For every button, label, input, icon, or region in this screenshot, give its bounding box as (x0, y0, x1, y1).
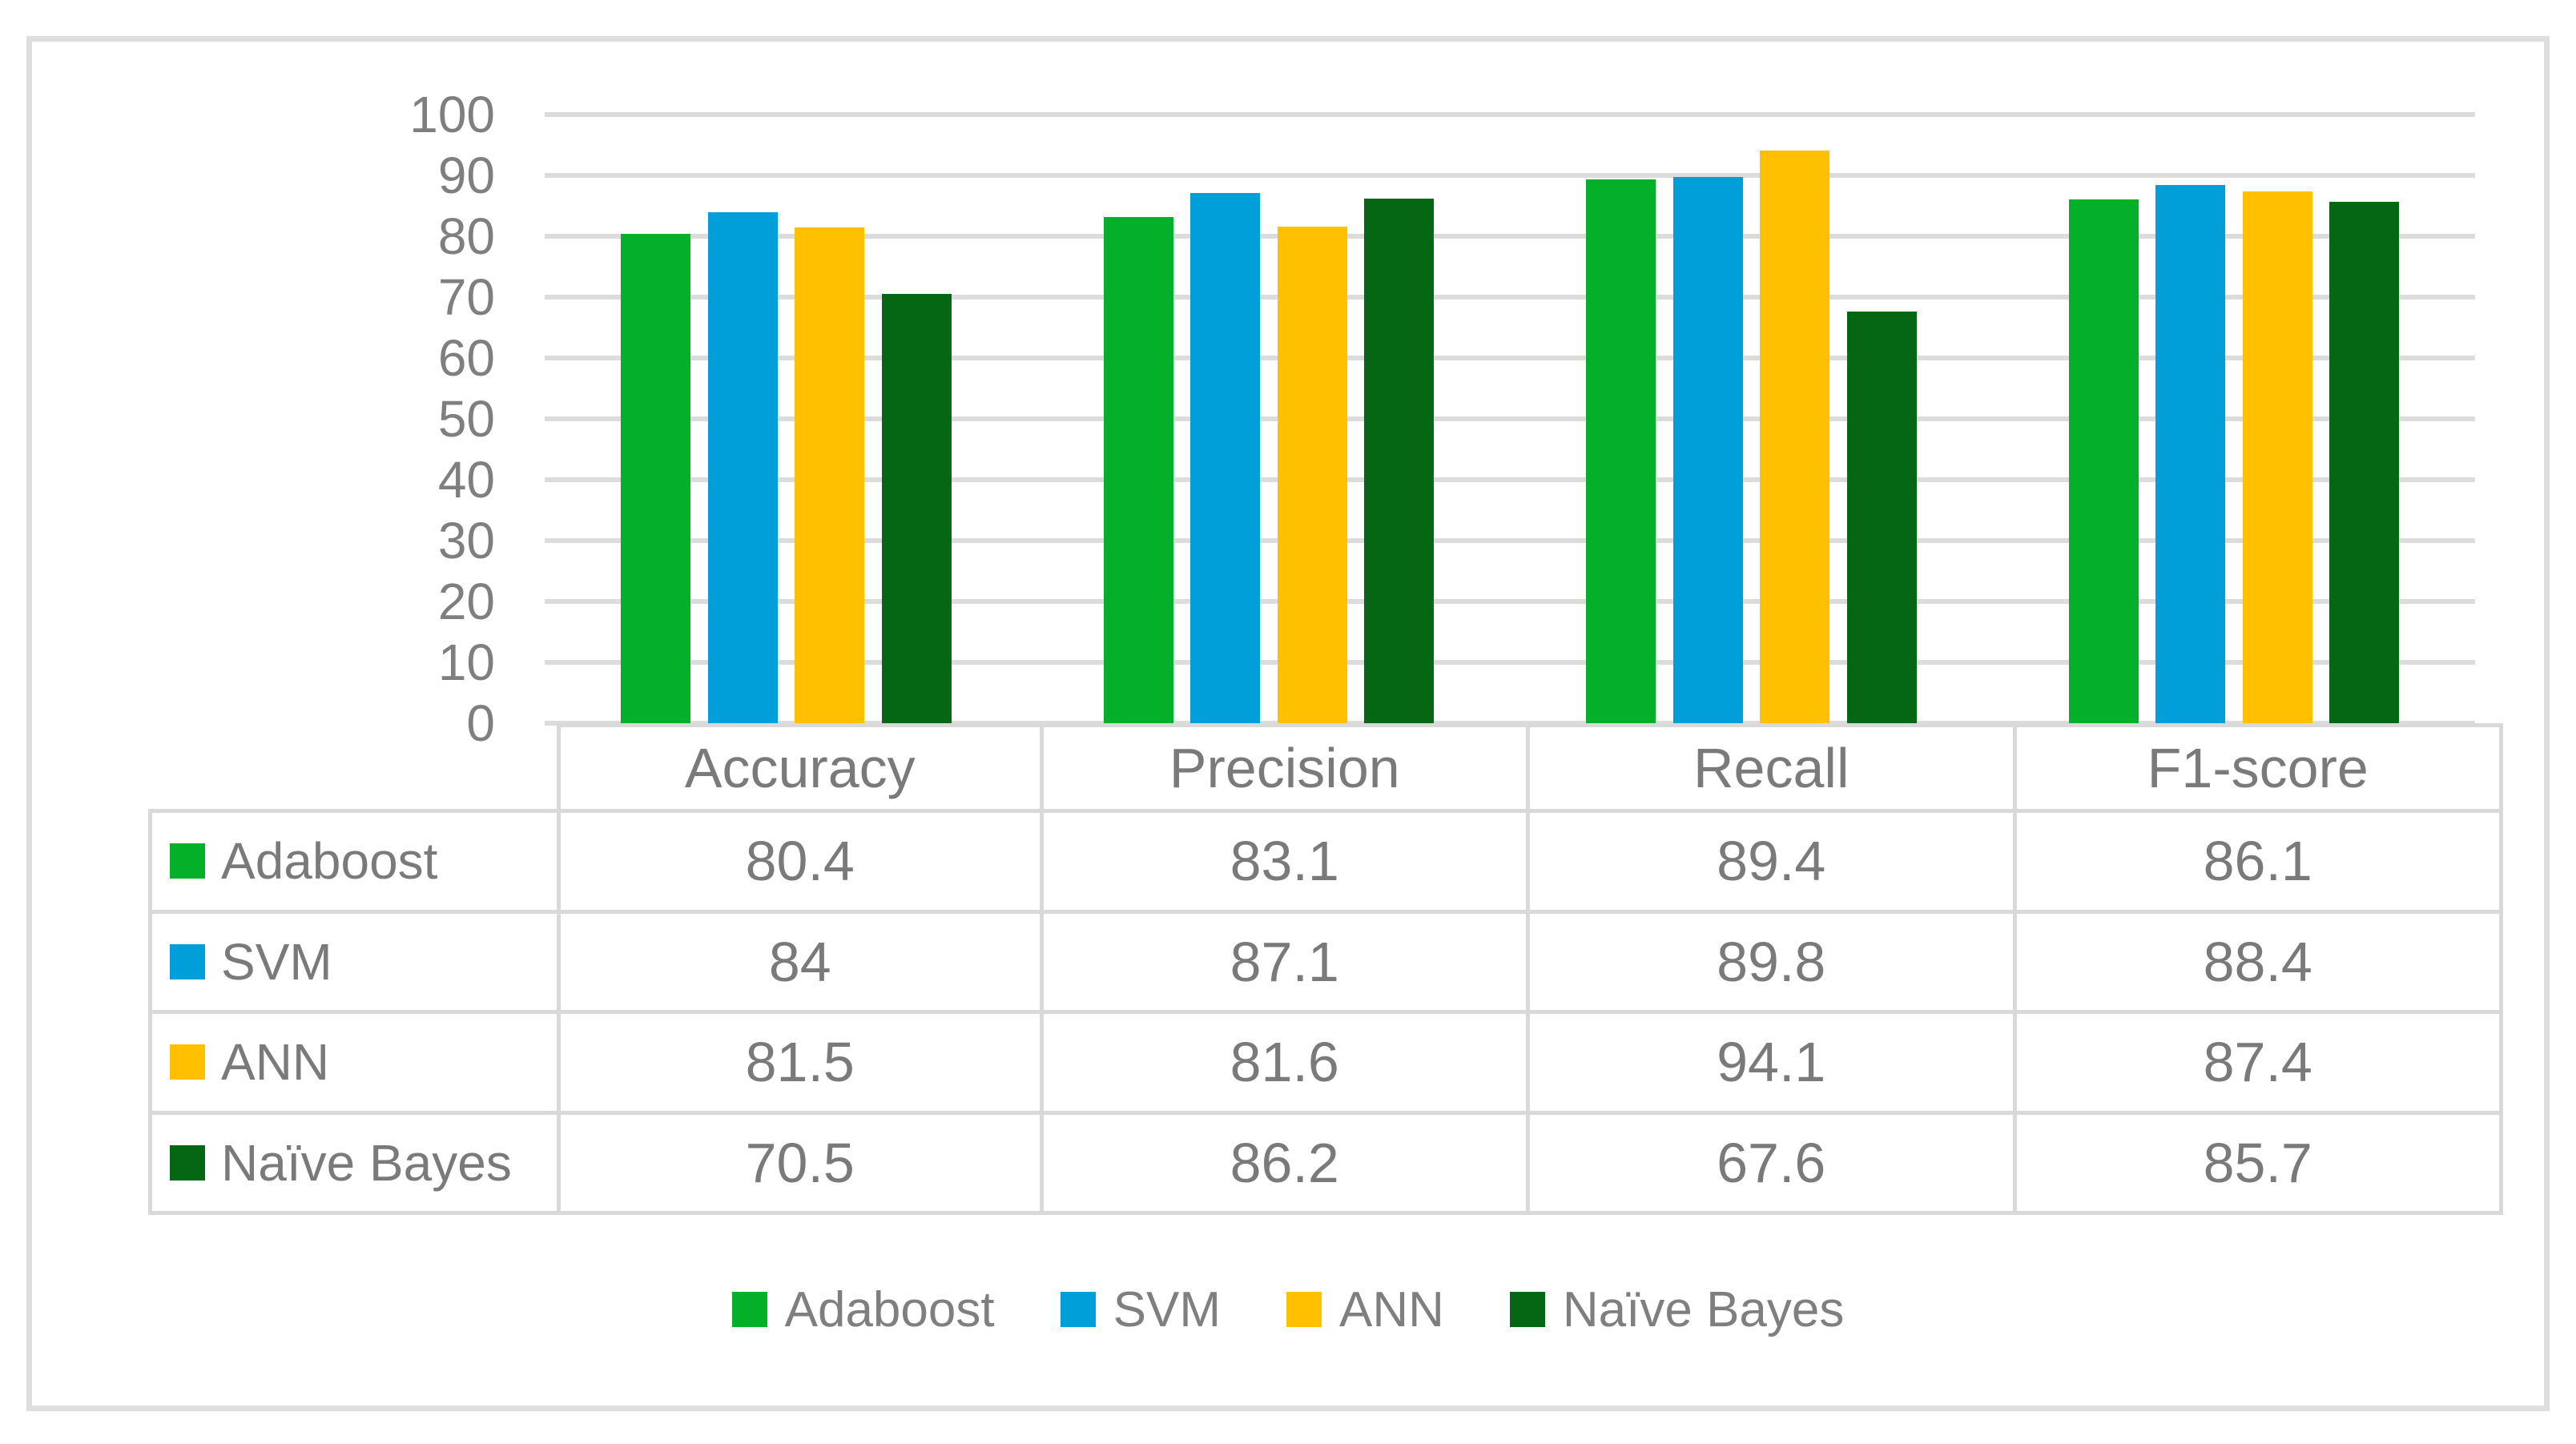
table-cell: 86.1 (2016, 813, 2503, 914)
column-header-accuracy: Accuracy (557, 723, 1044, 813)
legend-item-ann: ANN (1286, 1281, 1444, 1338)
gridline (545, 416, 2475, 421)
table-cell: 67.6 (1530, 1114, 2017, 1215)
gridline (545, 295, 2475, 300)
bar-ann-recall (1760, 150, 1829, 723)
series-key-icon (170, 943, 205, 979)
row-header-naive-bayes: Naïve Bayes (148, 1114, 557, 1215)
table-cell: 89.4 (1530, 813, 2017, 914)
y-axis-tick-label: 70 (437, 268, 495, 326)
table-cell: 87.4 (2016, 1014, 2503, 1115)
bar-naïve-bayes-accuracy (881, 294, 952, 723)
gridline (545, 477, 2475, 482)
bar-naïve-bayes-precision (1364, 198, 1434, 723)
gridline (545, 234, 2475, 239)
row-header-adaboost: Adaboost (148, 813, 557, 914)
y-axis-tick-label: 60 (437, 329, 495, 387)
y-axis-tick-label: 100 (409, 86, 495, 143)
table-cell: 84 (557, 913, 1044, 1014)
y-axis-tick-label: 10 (437, 634, 495, 691)
legend-swatch-icon (731, 1292, 767, 1327)
legend-item-svm: SVM (1060, 1281, 1221, 1338)
gridline (545, 538, 2475, 543)
column-header-recall: Recall (1530, 723, 2017, 813)
table-cell: 80.4 (557, 813, 1044, 914)
legend-label: SVM (1113, 1281, 1221, 1337)
series-name: ANN (221, 1033, 330, 1092)
legend-swatch-icon (1060, 1292, 1096, 1327)
row-header-svm: SVM (148, 913, 557, 1014)
legend-item-adaboost: Adaboost (731, 1281, 995, 1338)
table-cell: 86.2 (1043, 1114, 1530, 1215)
column-header-precision: Precision (1043, 723, 1530, 813)
bar-svm-precision (1190, 193, 1260, 723)
series-name: SVM (221, 932, 332, 991)
series-name: Naïve Bayes (221, 1133, 512, 1192)
table-cell: 70.5 (557, 1114, 1044, 1215)
series-key-icon (170, 1044, 205, 1080)
legend-swatch-icon (1509, 1292, 1545, 1327)
table-cell: 88.4 (2016, 913, 2503, 1014)
legend-swatch-icon (1286, 1292, 1322, 1327)
row-header-ann: ANN (148, 1014, 557, 1115)
series-key-icon (170, 843, 205, 879)
bar-svm-f1-score (2155, 185, 2225, 723)
bar-ann-accuracy (795, 227, 864, 723)
gridline (545, 356, 2475, 360)
series-name: Adaboost (221, 832, 438, 891)
gridline (545, 173, 2475, 178)
gridline (545, 599, 2475, 604)
legend-label: Adaboost (784, 1281, 995, 1337)
table-cell: 81.6 (1043, 1014, 1530, 1115)
bar-naïve-bayes-f1-score (2329, 201, 2399, 723)
y-axis-tick-label: 40 (437, 451, 495, 509)
table-cell: 85.7 (2016, 1114, 2503, 1215)
legend-item-naive-bayes: Naïve Bayes (1509, 1281, 1845, 1338)
series-key-icon (170, 1144, 205, 1181)
bar-svm-recall (1672, 176, 1743, 723)
table-cell: 94.1 (1530, 1014, 2017, 1115)
data-table: Accuracy Precision Recall F1-score Adabo… (148, 723, 2503, 1215)
y-axis-tick-label: 20 (437, 573, 495, 630)
table-corner-cell (148, 723, 557, 813)
y-axis-tick-label: 80 (437, 207, 495, 265)
gridline (545, 112, 2475, 117)
legend: Adaboost SVM ANN Naïve Bayes (0, 1280, 2576, 1339)
bar-ann-precision (1277, 226, 1347, 723)
table-cell: 83.1 (1043, 813, 1530, 914)
bar-ann-f1-score (2242, 191, 2312, 723)
bar-naïve-bayes-recall (1846, 312, 1917, 723)
plot-area (545, 112, 2475, 726)
y-axis-tick-label: 50 (437, 390, 495, 448)
table-cell: 81.5 (557, 1014, 1044, 1115)
y-axis-tick-label: 0 (466, 694, 495, 752)
y-axis-tick-label: 30 (437, 512, 495, 569)
bar-adaboost-precision (1103, 217, 1173, 723)
table-cell: 87.1 (1043, 913, 1530, 1014)
bar-adaboost-recall (1586, 179, 1656, 723)
legend-label: Naïve Bayes (1562, 1281, 1845, 1337)
legend-label: ANN (1338, 1281, 1444, 1337)
column-header-f1-score: F1-score (2016, 723, 2503, 813)
gridline (545, 660, 2475, 665)
bar-adaboost-accuracy (621, 233, 690, 723)
bar-adaboost-f1-score (2068, 199, 2139, 723)
y-axis-tick-label: 90 (437, 147, 495, 204)
bar-svm-accuracy (707, 211, 778, 723)
table-cell: 89.8 (1530, 913, 2017, 1014)
